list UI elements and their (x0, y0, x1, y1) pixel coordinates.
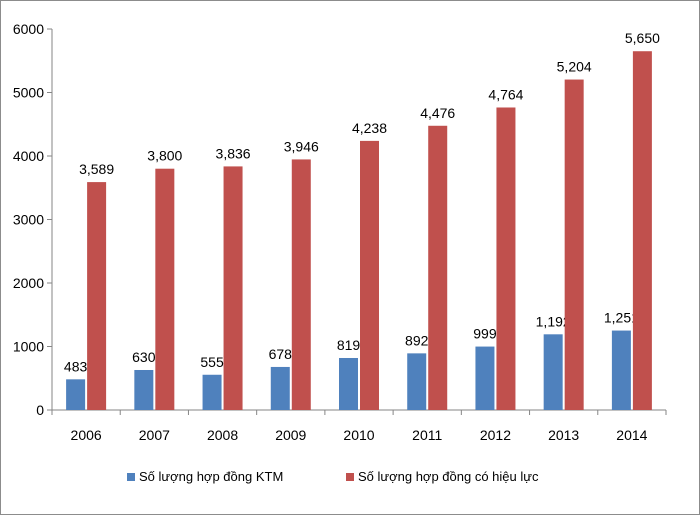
legend-swatch-ktm (127, 473, 135, 481)
bar-ktm-2013[interactable] (543, 334, 563, 410)
data-label-effective: 3,800 (147, 148, 182, 164)
data-label-effective: 4,764 (488, 86, 523, 102)
data-label-ktm: 892 (405, 332, 429, 348)
data-label-effective: 4,476 (420, 105, 455, 121)
data-label-ktm: 1,192 (536, 313, 571, 329)
data-label-effective: 5,204 (557, 59, 592, 75)
x-tick-label: 2014 (616, 427, 647, 443)
x-tick-label: 2013 (548, 427, 579, 443)
data-label-effective: 4,238 (352, 120, 387, 136)
x-tick-label: 2008 (207, 427, 238, 443)
data-label-ktm: 555 (200, 354, 224, 370)
legend-label-ktm: Số lượng hợp đồng KTM (139, 469, 283, 484)
data-label-effective: 3,946 (284, 138, 319, 154)
x-tick-label: 2010 (343, 427, 374, 443)
x-tick-label: 2006 (71, 427, 102, 443)
y-tick-label: 6000 (13, 21, 44, 37)
data-label-ktm: 678 (269, 346, 293, 362)
bar-ktm-2008[interactable] (202, 374, 222, 410)
bar-effective-2011[interactable] (428, 125, 448, 411)
y-tick-label: 3000 (13, 212, 44, 228)
data-label-ktm: 483 (64, 358, 88, 374)
legend-label-effective: Số lượng hợp đồng có hiệu lực (358, 469, 539, 484)
bar-ktm-2010[interactable] (339, 357, 358, 410)
bar-ktm-2014[interactable] (611, 330, 631, 410)
x-tick-label: 2011 (412, 427, 442, 443)
bar-effective-2013[interactable] (564, 79, 584, 411)
bar-effective-2010[interactable] (360, 140, 379, 410)
data-label-ktm: 819 (337, 337, 361, 353)
bar-effective-2012[interactable] (496, 107, 516, 411)
bar-ktm-2012[interactable] (475, 346, 495, 410)
data-label-ktm: 1,251 (604, 310, 639, 326)
bar-effective-2008[interactable] (223, 166, 243, 410)
data-label-ktm: 630 (132, 349, 156, 365)
data-label-effective: 3,589 (79, 161, 114, 177)
bar-ktm-2009[interactable] (270, 366, 290, 410)
x-tick-label: 2009 (275, 427, 306, 443)
x-tick-label: 2012 (480, 427, 511, 443)
bar-effective-2006[interactable] (87, 182, 107, 410)
data-label-effective: 5,650 (625, 30, 660, 46)
legend-swatch-effective (346, 473, 354, 481)
x-tick-label: 2007 (139, 427, 170, 443)
bar-effective-2009[interactable] (291, 159, 311, 410)
bar-ktm-2007[interactable] (134, 369, 154, 410)
bar-effective-2007[interactable] (155, 168, 175, 410)
bar-effective-2014[interactable] (632, 51, 652, 410)
data-label-ktm: 999 (473, 326, 497, 342)
data-label-effective: 3,836 (216, 145, 251, 161)
y-tick-label: 4000 (13, 148, 44, 164)
bar-ktm-2011[interactable] (407, 353, 427, 410)
y-tick-label: 0 (36, 402, 44, 418)
y-tick-label: 5000 (13, 85, 44, 101)
y-tick-label: 2000 (13, 275, 44, 291)
bar-ktm-2006[interactable] (66, 379, 86, 410)
y-tick-label: 1000 (13, 339, 44, 355)
